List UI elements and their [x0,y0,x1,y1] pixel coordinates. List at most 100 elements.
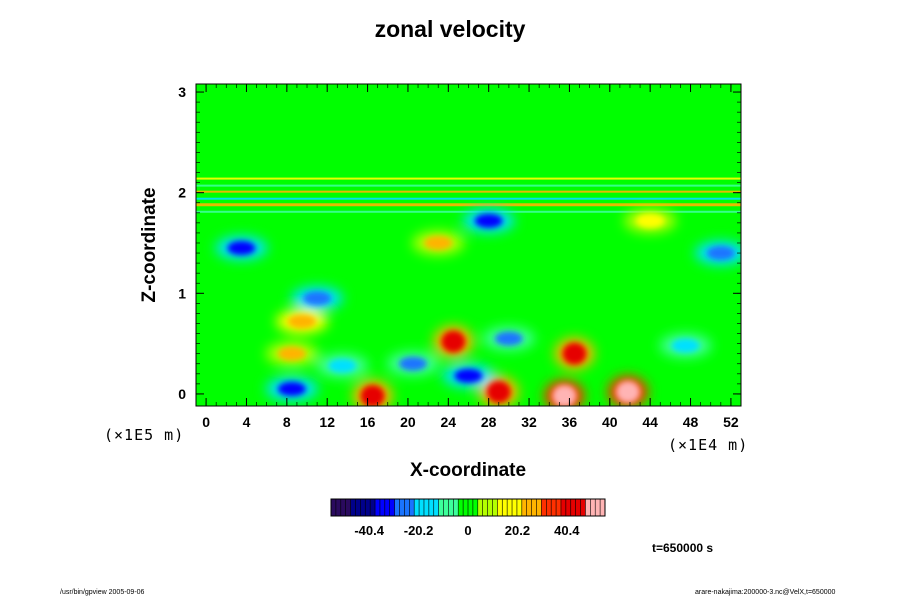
y-tick-label: 1 [178,285,186,301]
colorbar-segment [585,499,591,516]
x-tick-label: 24 [441,414,457,430]
colorbar-tick-label: 40.4 [554,523,580,538]
colorbar-segment [507,499,513,516]
colorbar-segment [487,499,493,516]
colorbar-segment [340,499,346,516]
z-unit-label: (×1E5 m) [104,426,185,444]
heatmap-feature-core [360,384,385,406]
colorbar-segment [516,499,523,516]
x-tick-label: 44 [642,414,658,430]
heatmap-feature-core [328,358,357,373]
colorbar-segment [575,499,581,516]
colorbar-segment [423,499,430,516]
colorbar-segment [404,499,410,516]
heatmap-feature-core [398,356,427,371]
x-unit-label: (×1E4 m) [668,436,749,454]
colorbar-segment [399,499,405,516]
colorbar-segment [482,499,488,516]
y-axis-label: Z-coordinate [139,187,160,303]
heatmap-feature-core [441,330,466,353]
colorbar-segment [580,499,586,516]
colorbar-segment [384,499,391,516]
heatmap-feature-core [494,331,523,346]
colorbar-segment [463,499,469,516]
heatmap-feature-core [303,291,332,306]
colorbar-segment [375,499,381,516]
colorbar-segment [512,499,518,516]
colorbar-segment [409,499,415,516]
heatmap-band [196,184,741,187]
colorbar-segment [331,499,337,516]
colorbar-segment [453,499,459,516]
time-label: t=650000 s [652,541,714,555]
colorbar-segment [428,499,435,516]
colorbar-segment [365,499,371,516]
colorbar-segment [379,499,386,516]
colorbar-segment [350,499,356,516]
heatmap-feature-core [227,241,256,256]
colorbar-frame [330,498,606,517]
y-tick-label: 0 [178,386,186,402]
footer-command: /usr/bin/gpview 2005-09-06 [60,589,145,596]
x-tick-label: 36 [562,414,578,430]
x-tick-label: 52 [723,414,739,430]
colorbar-segment [492,499,498,516]
colorbar-tick-label: -20.2 [404,523,434,538]
colorbar-segment [551,499,557,516]
colorbar-segment [443,499,449,516]
colorbar-segment [556,499,562,516]
colorbar-segment [345,499,351,516]
x-tick-label: 28 [481,414,497,430]
x-tick-label: 0 [202,414,210,430]
heatmap-feature-core [552,384,577,406]
x-tick-label: 20 [400,414,416,430]
heatmap-band [196,197,741,200]
colorbar-segment [448,499,454,516]
x-tick-label: 40 [602,414,618,430]
colorbar-segment [541,499,547,516]
colorbar-segment [600,499,606,516]
colorbar-segment [458,499,464,516]
colorbar-segment [531,499,537,516]
x-tick-label: 4 [243,414,251,430]
y-tick-label: 3 [178,84,186,100]
heatmap-feature-core [277,346,306,361]
colorbar: -40.4 -20.2 0 20.2 40.4 [330,498,606,538]
x-tick-label: 16 [360,414,376,430]
heatmap-feature-core [615,380,640,403]
heatmap-feature-core [636,213,665,228]
colorbar-segment [472,499,479,516]
colorbar-segment [468,499,474,516]
x-tick-label: 48 [683,414,699,430]
heatmap-feature-core [474,213,503,228]
heatmap-feature-core [562,342,587,365]
x-tick-label: 32 [521,414,537,430]
colorbar-segment [389,499,395,516]
colorbar-segment [360,499,366,516]
colorbar-segment [560,499,567,516]
colorbar-segment [355,499,361,516]
colorbar-segment [438,499,444,516]
heatmap-plot [196,84,741,406]
colorbar-tick-label: 20.2 [505,523,530,538]
x-axis-label: X-coordinate [409,460,527,481]
heatmap-feature-core [454,368,483,383]
heatmap-feature-core [706,246,735,261]
heatmap-band [196,203,741,207]
colorbar-segment [335,499,342,516]
chart-title: zonal velocity [374,16,526,42]
colorbar-segment [570,499,576,516]
x-tick-label: 8 [283,414,291,430]
heatmap-feature-core [287,314,316,329]
heatmap-core-layer [227,213,735,406]
heatmap-band [196,210,741,213]
colorbar-segment [502,499,508,516]
heatmap-band [196,177,741,180]
heatmap-feature-core [671,338,700,353]
colorbar-segment [477,499,483,516]
heatmap-feature-core [486,380,511,403]
colorbar-segment [536,499,542,516]
colorbar-segment [394,499,400,516]
colorbar-segment [595,499,601,516]
